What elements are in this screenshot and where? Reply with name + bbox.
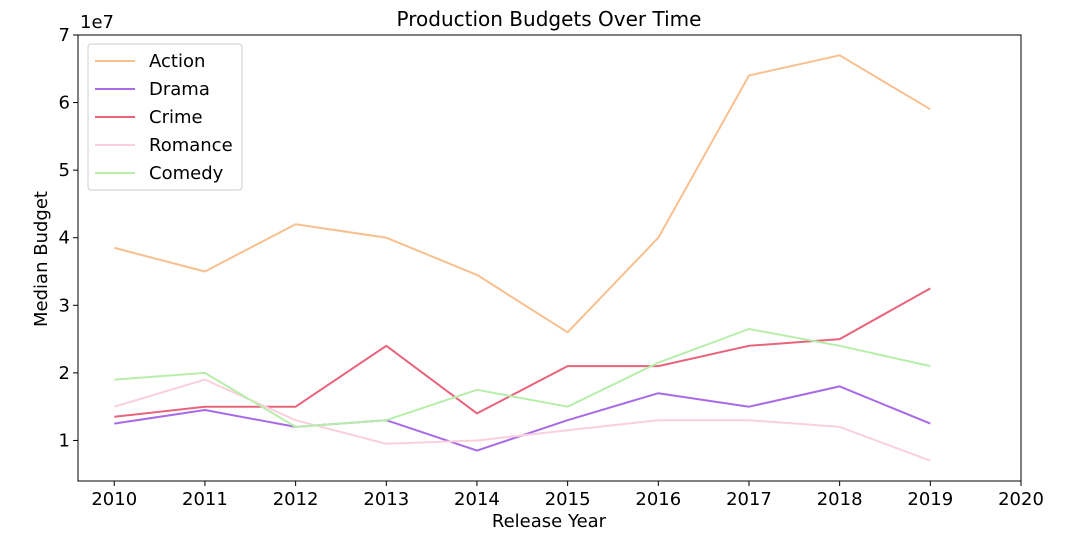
x-tick-label: 2017 <box>726 489 772 510</box>
x-tick-label: 2016 <box>635 489 681 510</box>
x-tick-label: 2020 <box>998 489 1044 510</box>
x-tick-label: 2010 <box>91 489 137 510</box>
series-line-action <box>114 54 931 334</box>
y-axis-label: Median Budget <box>31 191 52 327</box>
y-tick-label: 5 <box>59 160 70 181</box>
series-line-comedy <box>114 328 931 428</box>
y-axis: 1 2 3 4 5 6 7 <box>59 25 78 451</box>
y-tick-label: 6 <box>59 93 70 114</box>
legend-label-comedy: Comedy <box>149 163 224 184</box>
x-tick-label: 2014 <box>454 489 500 510</box>
legend-label-romance: Romance <box>149 135 233 156</box>
x-tick-label: 2018 <box>817 489 863 510</box>
x-tick-label: 2013 <box>363 489 409 510</box>
y-tick-label: 2 <box>59 363 70 384</box>
y-tick-label: 7 <box>59 25 70 46</box>
x-tick-label: 2012 <box>273 489 319 510</box>
chart-title: Production Budgets Over Time <box>397 7 702 31</box>
x-axis: 2010 2011 2012 2013 2014 2015 2016 2017 2018 2019… <box>91 481 1044 510</box>
y-tick-label: 3 <box>59 295 70 316</box>
y-tick-label: 1 <box>59 430 70 451</box>
legend-label-crime: Crime <box>149 107 203 128</box>
plot-lines <box>114 54 931 462</box>
legend-box <box>87 43 243 191</box>
legend: Action Drama Crime Romance Comedy <box>87 43 243 191</box>
y-offset-text: 1e7 <box>80 12 114 33</box>
y-tick-label: 4 <box>59 228 70 249</box>
legend-label-action: Action <box>149 51 205 72</box>
x-axis-label: Release Year <box>492 511 607 532</box>
x-tick-label: 2019 <box>907 489 953 510</box>
legend-label-drama: Drama <box>149 79 210 100</box>
series-line-drama <box>114 385 931 452</box>
x-tick-label: 2011 <box>182 489 228 510</box>
x-tick-label: 2015 <box>545 489 591 510</box>
plot-frame <box>77 34 1022 482</box>
series-line-crime <box>114 287 931 418</box>
